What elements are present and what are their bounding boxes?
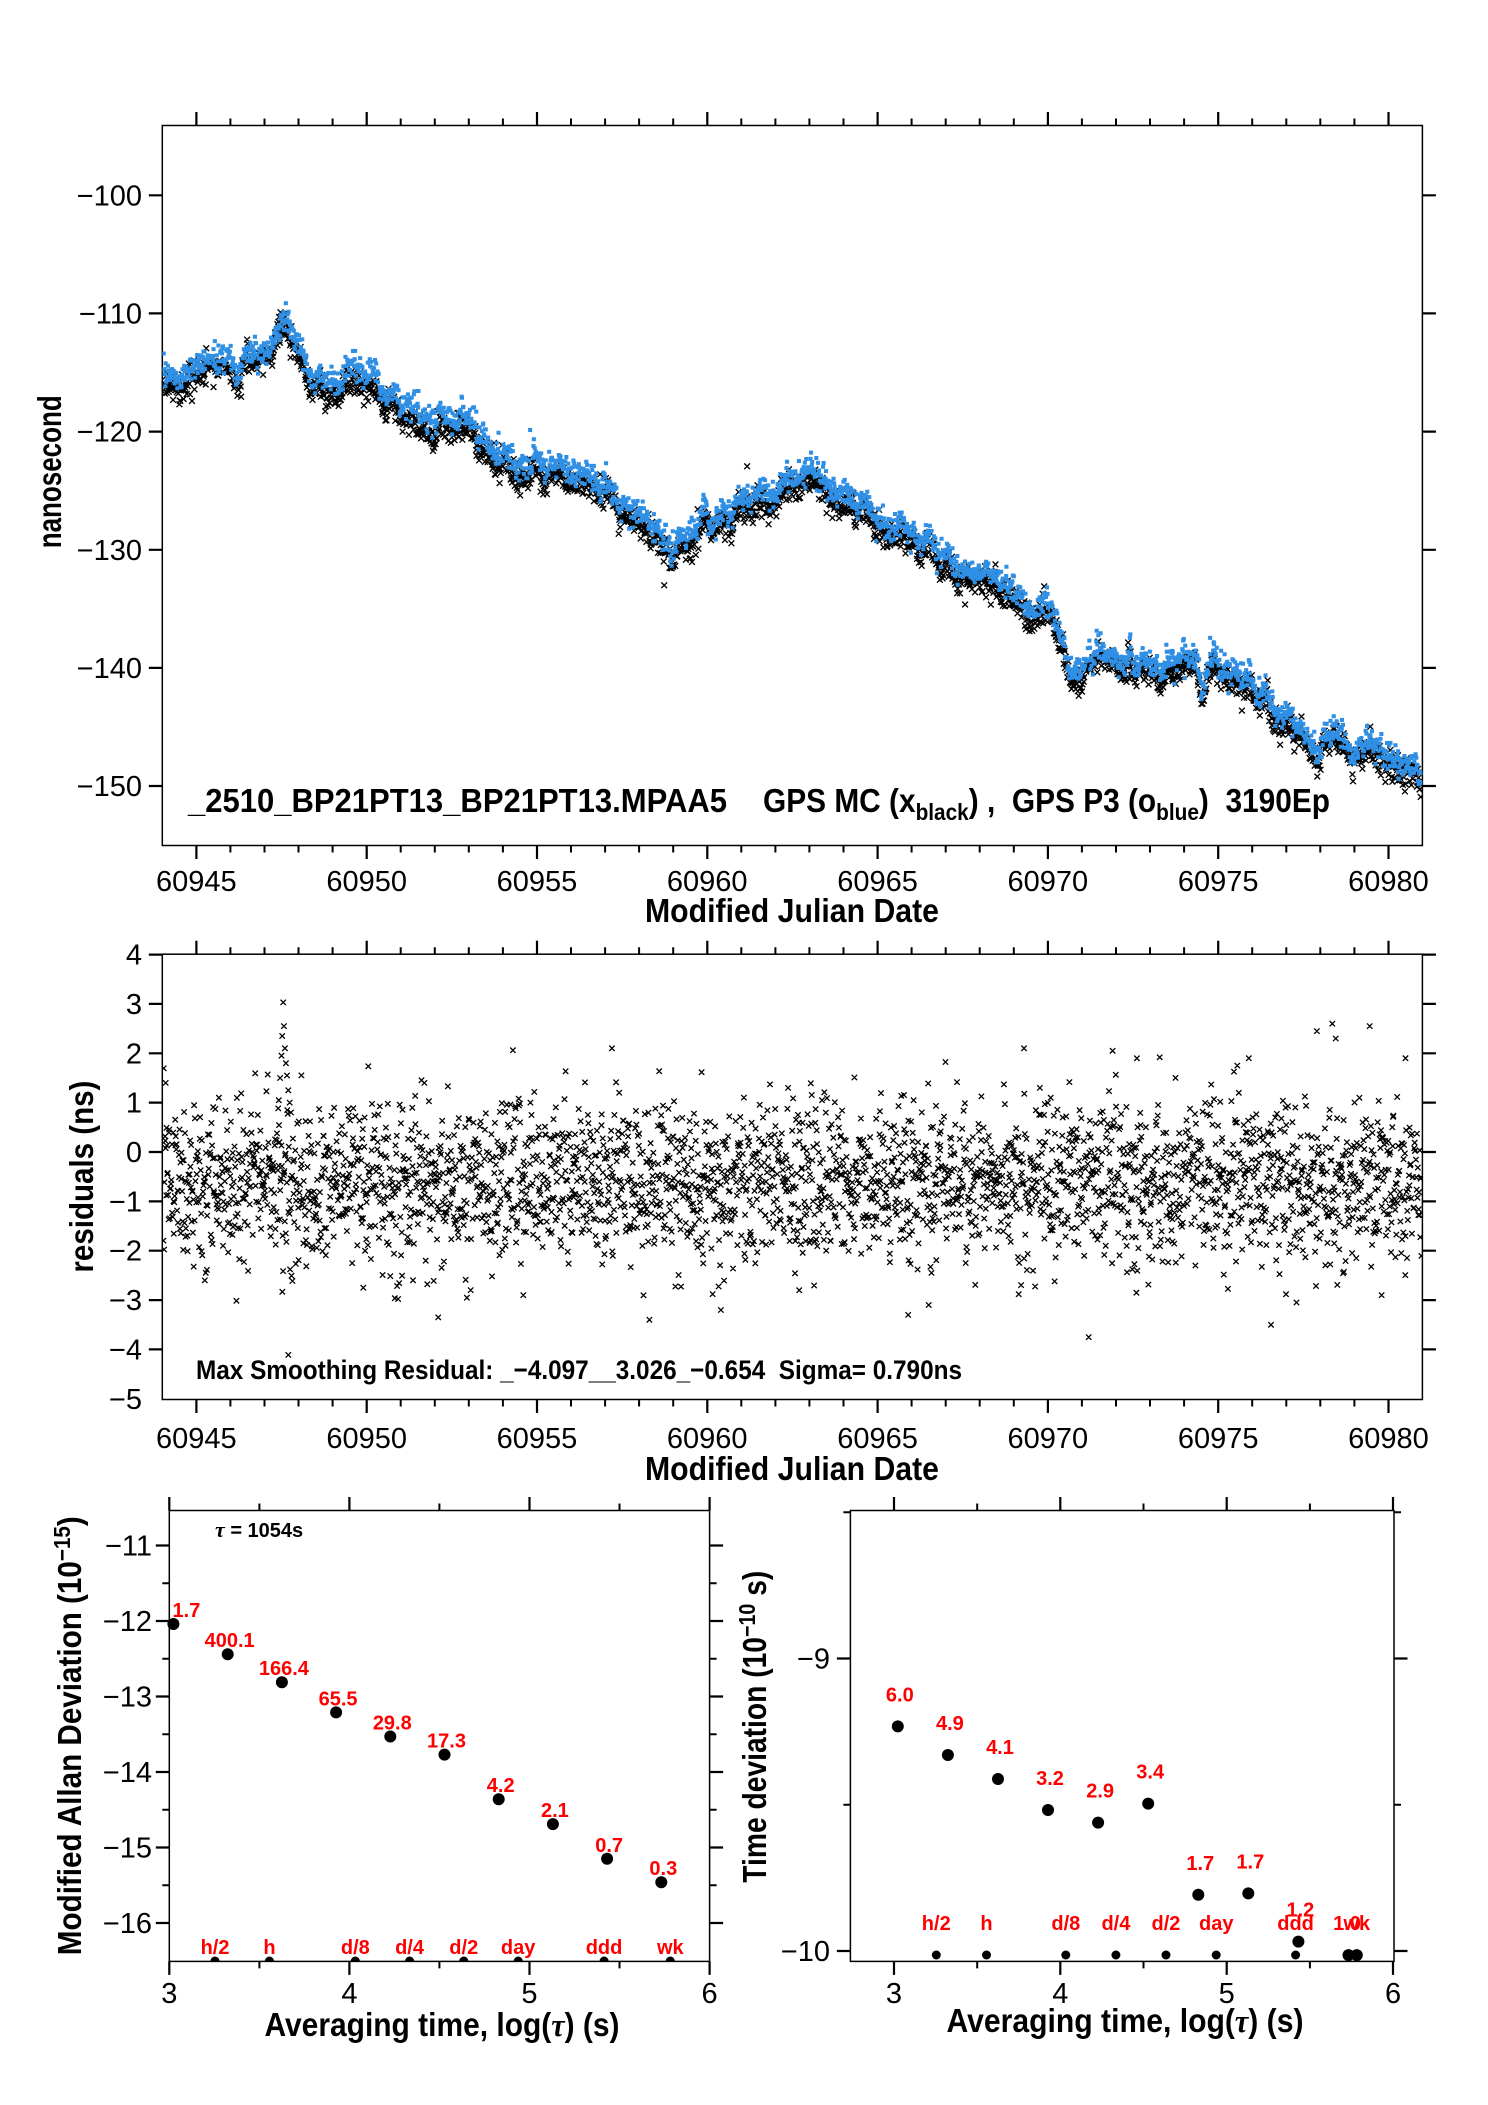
svg-text:2.9: 2.9 bbox=[1086, 1781, 1114, 1803]
svg-text:3: 3 bbox=[886, 1978, 902, 2010]
svg-text:60970: 60970 bbox=[1008, 1423, 1089, 1455]
svg-text:−12: −12 bbox=[103, 1606, 152, 1638]
svg-text:_2510_BP21PT13_BP21PT13.MPAA5: _2510_BP21PT13_BP21PT13.MPAA5 bbox=[187, 782, 727, 819]
svg-text:−2: −2 bbox=[109, 1236, 142, 1268]
svg-text:Averaging time, log(τ) (s): Averaging time, log(τ) (s) bbox=[947, 2002, 1304, 2040]
svg-text:d/4: d/4 bbox=[395, 1937, 425, 1959]
svg-text:−3: −3 bbox=[109, 1285, 142, 1317]
svg-text:5: 5 bbox=[1219, 1978, 1235, 2010]
svg-text:−13: −13 bbox=[103, 1682, 152, 1714]
svg-text:1.2: 1.2 bbox=[1286, 1900, 1314, 1922]
svg-text:60960: 60960 bbox=[667, 1423, 748, 1455]
svg-text:Time deviation (10−10 s): Time deviation (10−10 s) bbox=[734, 1571, 773, 1883]
svg-text:wk: wk bbox=[1342, 1913, 1371, 1935]
svg-text:3: 3 bbox=[126, 989, 142, 1021]
svg-text:−9: −9 bbox=[797, 1644, 830, 1676]
svg-text:Modified Allan Deviation (10−1: Modified Allan Deviation (10−15) bbox=[49, 1516, 88, 1955]
svg-text:2.1: 2.1 bbox=[541, 1800, 569, 1822]
svg-text:residuals (ns): residuals (ns) bbox=[63, 1081, 100, 1273]
svg-text:h: h bbox=[263, 1937, 275, 1959]
svg-text:60965: 60965 bbox=[837, 1423, 918, 1455]
svg-text:2: 2 bbox=[126, 1038, 142, 1070]
svg-text:τ = 1054s: τ = 1054s bbox=[215, 1517, 303, 1542]
svg-text:65.5: 65.5 bbox=[319, 1688, 358, 1710]
svg-text:60950: 60950 bbox=[326, 866, 407, 898]
svg-text:day: day bbox=[501, 1937, 536, 1959]
svg-text:60945: 60945 bbox=[156, 866, 237, 898]
svg-text:60950: 60950 bbox=[326, 1423, 407, 1455]
svg-text:−15: −15 bbox=[103, 1833, 152, 1865]
svg-text:−10: −10 bbox=[781, 1936, 830, 1968]
svg-text:−5: −5 bbox=[109, 1384, 142, 1416]
svg-text:1.7: 1.7 bbox=[1186, 1853, 1214, 1875]
svg-text:−4: −4 bbox=[109, 1334, 142, 1366]
svg-text:Averaging time, log(τ) (s): Averaging time, log(τ) (s) bbox=[265, 2006, 620, 2044]
svg-text:h: h bbox=[980, 1913, 992, 1935]
svg-text:−100: −100 bbox=[77, 180, 142, 212]
svg-text:wk: wk bbox=[656, 1937, 685, 1959]
svg-text:h/2: h/2 bbox=[922, 1913, 951, 1935]
svg-text:−1: −1 bbox=[109, 1186, 142, 1218]
svg-text:d/2: d/2 bbox=[449, 1937, 478, 1959]
svg-text:1.7: 1.7 bbox=[173, 1600, 201, 1622]
svg-text:4.1: 4.1 bbox=[986, 1737, 1014, 1759]
svg-text:−14: −14 bbox=[103, 1757, 152, 1789]
svg-text:ddd: ddd bbox=[1277, 1913, 1314, 1935]
svg-text:h/2: h/2 bbox=[201, 1937, 230, 1959]
svg-text:−140: −140 bbox=[77, 653, 142, 685]
svg-text:d/4: d/4 bbox=[1101, 1913, 1131, 1935]
svg-text:60945: 60945 bbox=[156, 1423, 237, 1455]
svg-text:5: 5 bbox=[521, 1978, 537, 2010]
svg-text:1.7: 1.7 bbox=[1236, 1851, 1264, 1873]
svg-text:60960: 60960 bbox=[667, 866, 748, 898]
svg-text:ddd: ddd bbox=[586, 1937, 623, 1959]
svg-text:−150: −150 bbox=[77, 771, 142, 803]
svg-text:60975: 60975 bbox=[1178, 1423, 1259, 1455]
svg-text:4: 4 bbox=[1052, 1978, 1068, 2010]
svg-text:4: 4 bbox=[126, 940, 142, 972]
svg-text:1: 1 bbox=[126, 1088, 142, 1120]
svg-text:−16: −16 bbox=[103, 1908, 152, 1940]
svg-text:60955: 60955 bbox=[497, 866, 578, 898]
svg-text:d/8: d/8 bbox=[341, 1937, 370, 1959]
svg-text:3.2: 3.2 bbox=[1036, 1768, 1064, 1790]
svg-text:6.0: 6.0 bbox=[886, 1684, 914, 1706]
svg-text:−110: −110 bbox=[79, 298, 142, 330]
svg-text:6: 6 bbox=[1385, 1978, 1401, 2010]
svg-text:29.8: 29.8 bbox=[373, 1713, 412, 1735]
svg-text:6: 6 bbox=[702, 1978, 718, 2010]
svg-text:3.4: 3.4 bbox=[1136, 1762, 1165, 1784]
svg-text:4.9: 4.9 bbox=[936, 1713, 964, 1735]
svg-text:4.2: 4.2 bbox=[487, 1775, 515, 1797]
svg-text:3: 3 bbox=[161, 1978, 177, 2010]
svg-text:Modified Julian Date: Modified Julian Date bbox=[645, 1450, 939, 1487]
svg-text:0.7: 0.7 bbox=[595, 1835, 623, 1857]
svg-text:Modified Julian Date: Modified Julian Date bbox=[645, 892, 939, 929]
svg-text:day: day bbox=[1199, 1913, 1234, 1935]
svg-text:166.4: 166.4 bbox=[259, 1658, 310, 1680]
svg-text:−130: −130 bbox=[77, 535, 142, 567]
svg-text:17.3: 17.3 bbox=[427, 1731, 466, 1753]
svg-text:Max Smoothing Residual: _−4.09: Max Smoothing Residual: _−4.097__3.026_−… bbox=[196, 1355, 962, 1385]
svg-text:−11: −11 bbox=[105, 1531, 152, 1563]
svg-text:d/8: d/8 bbox=[1051, 1913, 1080, 1935]
svg-text:d/2: d/2 bbox=[1152, 1913, 1181, 1935]
svg-text:60980: 60980 bbox=[1348, 866, 1429, 898]
svg-text:nanosecond: nanosecond bbox=[31, 395, 68, 548]
svg-text:60980: 60980 bbox=[1348, 1423, 1429, 1455]
svg-text:GPS MC (xblack) , GPS P3 (obl: GPS MC (xblack) , GPS P3 (oblue) 3190Ep bbox=[763, 782, 1330, 825]
svg-text:0.3: 0.3 bbox=[649, 1858, 677, 1880]
svg-text:1.0: 1.0 bbox=[1333, 1913, 1361, 1935]
svg-text:0: 0 bbox=[126, 1137, 142, 1169]
svg-text:400.1: 400.1 bbox=[205, 1630, 255, 1652]
svg-text:60955: 60955 bbox=[497, 1423, 578, 1455]
svg-text:60975: 60975 bbox=[1178, 866, 1259, 898]
svg-text:−120: −120 bbox=[77, 417, 142, 449]
svg-text:60965: 60965 bbox=[837, 866, 918, 898]
svg-text:60970: 60970 bbox=[1008, 866, 1089, 898]
svg-text:4: 4 bbox=[341, 1978, 357, 2010]
